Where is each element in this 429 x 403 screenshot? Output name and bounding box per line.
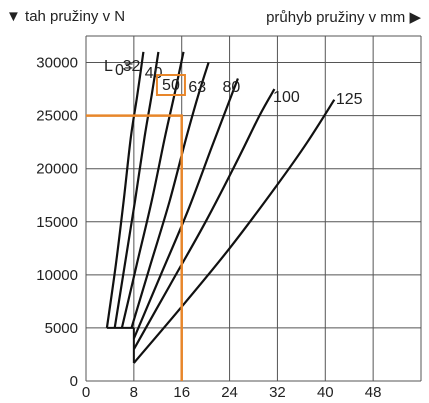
x-tick-label: 24 [221,384,238,401]
curve-label-eq: = [124,58,133,75]
curve-label-40: 40 [145,65,163,82]
x-axis-title-text: průhyb pružiny v mm [266,9,406,26]
curve-label-80: 80 [222,79,240,96]
curve-L0-50 [120,51,185,329]
curve-L0-32 [105,51,145,329]
curve-label-prefix: L [104,58,113,75]
curve-label-32: 32 [123,58,141,75]
y-marker-icon: ▼ [6,8,21,25]
curve-label-100: 100 [273,89,300,106]
curve-label-50: 50 [162,77,180,94]
curve-label-125: 125 [336,91,363,108]
y-tick-label: 10000 [36,267,78,284]
x-axis-title: průhyb pružiny v mm ▶ [266,8,421,26]
curve-L0-80 [132,78,239,339]
curve-L0-125 [133,99,336,364]
y-tick-label: 25000 [36,108,78,125]
y-tick-label: 30000 [36,55,78,72]
x-tick-label: 0 [82,384,90,401]
curve-label-63: 63 [188,79,206,96]
y-tick-label: 0 [70,373,78,390]
x-tick-label: 48 [365,384,382,401]
x-tick-label: 8 [130,384,138,401]
y-axis-title-text: tah pružiny v N [25,8,126,25]
y-tick-label: 5000 [45,320,78,337]
curve-label-sub: 0 [115,62,124,79]
x-tick-label: 40 [317,384,334,401]
highlight-box [155,74,186,96]
curve-L0-40 [113,51,160,329]
x-marker-icon: ▶ [409,9,421,26]
curve-L0-63 [130,62,210,329]
x-tick-label: 32 [269,384,286,401]
y-tick-label: 15000 [36,214,78,231]
y-tick-label: 20000 [36,161,78,178]
y-axis-title: ▼ tah pružiny v N [6,8,125,25]
curve-L0-100 [132,88,276,350]
highlight-reading-line [86,114,183,381]
x-tick-label: 16 [173,384,190,401]
